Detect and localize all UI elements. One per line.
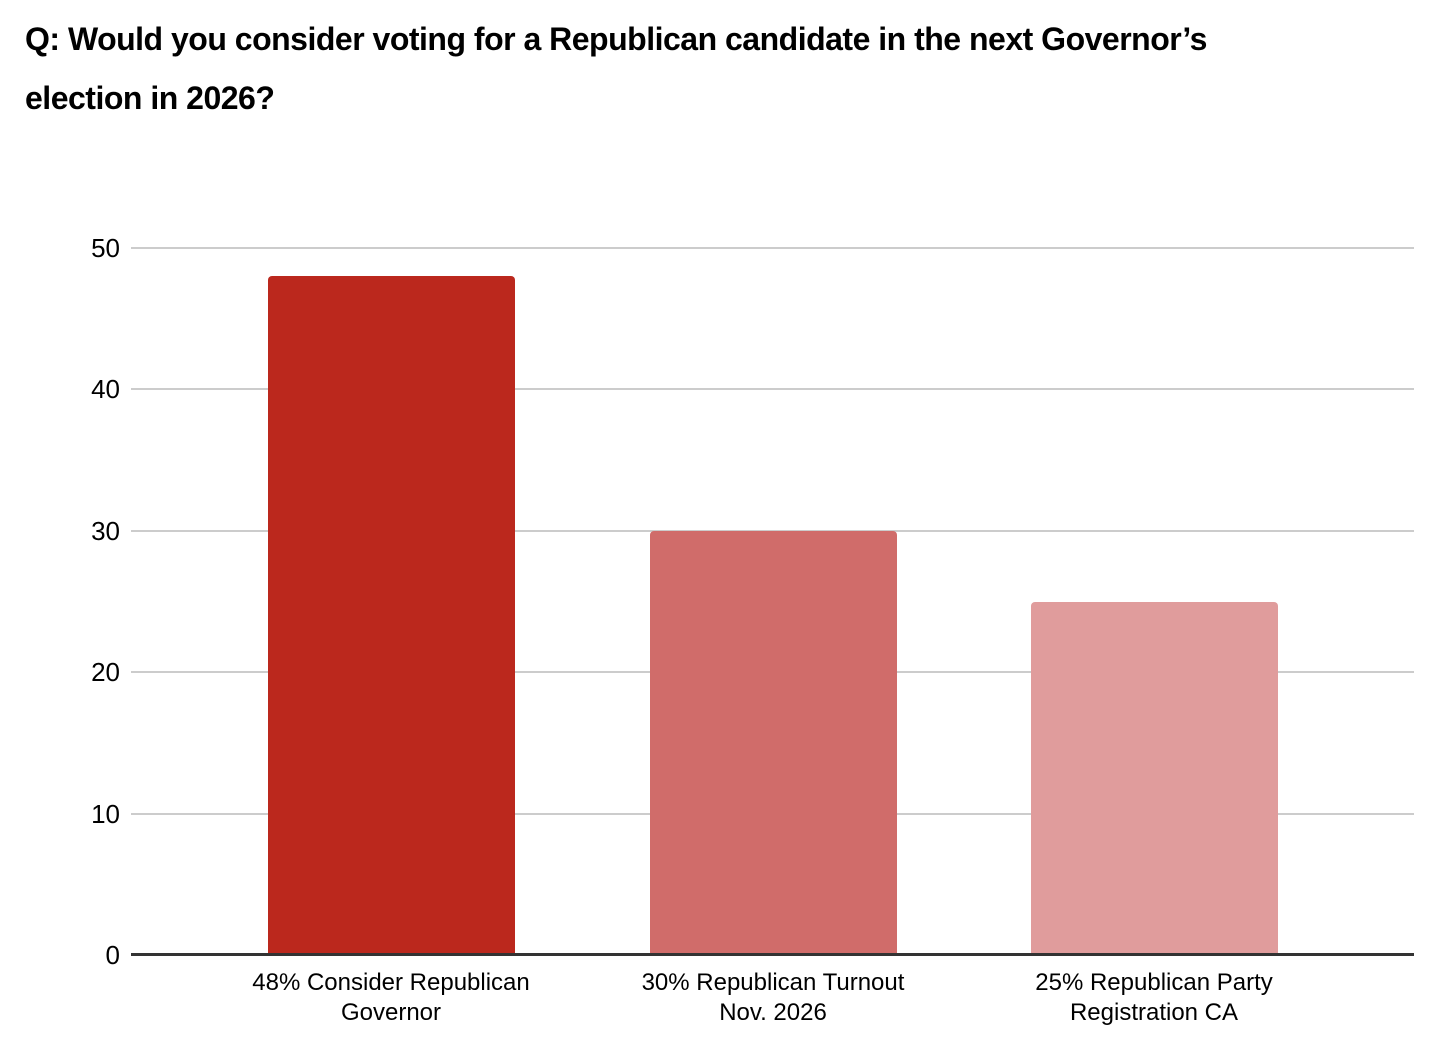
bar bbox=[267, 276, 515, 955]
gridline bbox=[131, 388, 1414, 391]
bar bbox=[1030, 601, 1278, 955]
y-tick-label: 20 bbox=[91, 657, 120, 688]
gridline bbox=[131, 247, 1414, 249]
x-category-label: 48% Consider Republican Governor bbox=[252, 969, 530, 1026]
y-tick-label: 30 bbox=[91, 515, 120, 546]
y-tick-label: 50 bbox=[91, 233, 120, 263]
chart-question-title: Q: Would you consider voting for a Repub… bbox=[25, 21, 1207, 116]
bar bbox=[649, 530, 897, 955]
x-category-label: 25% Republican Party Registration CA bbox=[1035, 969, 1273, 1026]
x-category-label: 30% Republican Turnout Nov. 2026 bbox=[641, 969, 905, 1026]
y-tick-label: 0 bbox=[105, 940, 120, 970]
y-tick-label: 10 bbox=[91, 798, 120, 829]
y-tick-label: 40 bbox=[91, 374, 120, 405]
x-axis-line bbox=[131, 953, 1414, 956]
